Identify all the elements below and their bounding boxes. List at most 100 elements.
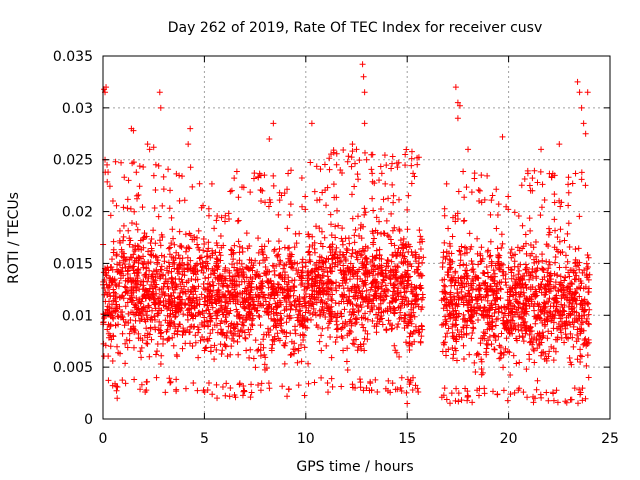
data-point <box>173 170 180 177</box>
data-point <box>205 239 212 246</box>
data-point <box>165 259 172 266</box>
data-point <box>583 339 590 346</box>
data-point <box>176 294 183 301</box>
data-point <box>248 389 255 396</box>
data-point <box>133 303 140 310</box>
data-point <box>271 333 278 340</box>
data-point <box>260 294 267 301</box>
data-point <box>219 282 226 289</box>
data-point <box>442 322 449 329</box>
data-point <box>508 246 515 253</box>
data-point <box>167 307 174 314</box>
data-point <box>222 294 229 301</box>
data-point <box>308 300 315 307</box>
data-point <box>462 317 469 324</box>
data-point <box>259 289 266 296</box>
data-point <box>409 331 416 338</box>
data-point <box>206 335 213 342</box>
data-point <box>160 302 167 309</box>
data-point <box>269 289 276 296</box>
data-point <box>357 341 364 348</box>
data-point <box>233 320 240 327</box>
data-point <box>270 182 277 189</box>
data-point <box>457 251 464 258</box>
data-point <box>450 311 457 318</box>
data-point <box>275 238 282 245</box>
data-point <box>279 289 286 296</box>
data-point <box>302 290 309 297</box>
data-point <box>500 364 507 371</box>
data-point <box>186 329 193 336</box>
data-point <box>490 277 497 284</box>
data-point <box>354 171 361 178</box>
data-point <box>331 194 338 201</box>
data-point <box>276 261 283 268</box>
data-point <box>275 251 282 258</box>
data-point <box>156 89 163 96</box>
data-point <box>247 189 254 196</box>
data-point <box>192 312 199 319</box>
data-point <box>127 316 134 323</box>
data-point <box>189 183 196 190</box>
data-point <box>333 287 340 294</box>
data-point <box>565 303 572 310</box>
data-point <box>586 271 593 278</box>
data-point <box>516 283 523 290</box>
data-point <box>225 210 232 217</box>
data-point <box>176 228 183 235</box>
data-point <box>276 337 283 344</box>
data-point <box>254 285 261 292</box>
data-point <box>355 284 362 291</box>
data-point <box>110 333 117 340</box>
data-point <box>117 268 124 275</box>
data-point <box>454 99 461 106</box>
data-point <box>149 307 156 314</box>
data-point <box>156 286 163 293</box>
data-point <box>376 246 383 253</box>
data-point <box>546 348 553 355</box>
data-point <box>493 225 500 232</box>
data-point <box>152 277 159 284</box>
data-point <box>209 250 216 257</box>
data-point <box>338 313 345 320</box>
data-point <box>187 257 194 264</box>
data-point <box>468 335 475 342</box>
data-point <box>112 298 119 305</box>
data-point <box>439 259 446 266</box>
data-point <box>448 297 455 304</box>
data-point <box>377 296 384 303</box>
data-point <box>358 304 365 311</box>
data-point <box>164 283 171 290</box>
data-point <box>128 292 135 299</box>
y-tick-label: 0.025 <box>53 153 93 169</box>
data-point <box>566 243 573 250</box>
data-point <box>344 264 351 271</box>
data-point <box>403 339 410 346</box>
data-point <box>572 170 579 177</box>
data-point <box>571 385 578 392</box>
data-point <box>128 254 135 261</box>
data-point <box>106 283 113 290</box>
data-point <box>284 225 291 232</box>
data-point <box>486 333 493 340</box>
data-point <box>412 382 419 389</box>
data-point <box>453 357 460 364</box>
data-point <box>456 248 463 255</box>
data-point <box>116 227 123 234</box>
data-point <box>189 315 196 322</box>
data-point <box>546 295 553 302</box>
data-point <box>185 141 192 148</box>
data-point <box>189 297 196 304</box>
data-point <box>369 306 376 313</box>
data-point <box>499 240 506 247</box>
data-point <box>556 197 563 204</box>
data-point <box>521 176 528 183</box>
data-point <box>345 235 352 242</box>
data-point <box>566 288 573 295</box>
data-point <box>497 344 504 351</box>
data-point <box>495 265 502 272</box>
data-point <box>256 170 263 177</box>
data-point <box>397 237 404 244</box>
data-point <box>311 188 318 195</box>
data-point <box>351 239 358 246</box>
